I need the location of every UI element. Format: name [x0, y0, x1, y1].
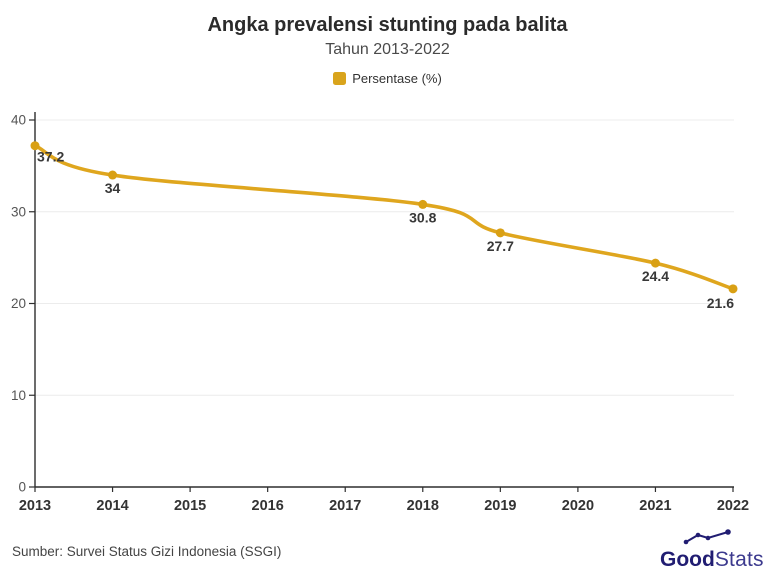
- data-point-label: 34: [105, 180, 121, 196]
- data-point-label: 21.6: [707, 295, 734, 311]
- chart-title: Angka prevalensi stunting pada balita: [207, 14, 568, 36]
- x-tick-label: 2021: [639, 498, 671, 514]
- line-chart: 0 10 20 30 40 2013 2014 2015 2016 2017 2018 2019 202…: [11, 112, 749, 514]
- data-point-label: 37.2: [37, 149, 64, 165]
- legend-label: Persentase (%): [352, 71, 442, 86]
- x-tick-label: 2018: [407, 498, 439, 514]
- data-point: [728, 284, 738, 294]
- data-point: [650, 258, 660, 268]
- x-tick-label: 2017: [329, 498, 361, 514]
- logo-text-good: Good: [660, 548, 715, 571]
- x-tick-label: 2015: [174, 498, 206, 514]
- source-note: Sumber: Survei Status Gizi Indonesia (SS…: [12, 544, 282, 559]
- y-tick-label: 30: [11, 204, 26, 219]
- x-tick-label: 2013: [19, 498, 51, 514]
- data-point: [495, 228, 505, 238]
- y-tick-label: 20: [11, 296, 26, 311]
- x-tick-label: 2016: [252, 498, 284, 514]
- trend-line-icon: [683, 529, 731, 545]
- chart-subtitle: Tahun 2013-2022: [325, 41, 450, 58]
- x-tick-label: 2022: [717, 498, 749, 514]
- y-tick-label: 10: [11, 388, 26, 403]
- logo-text: GoodStats: [660, 549, 764, 571]
- data-point: [108, 170, 118, 180]
- series-line: [33, 143, 735, 291]
- goodstats-logo: GoodStats: [660, 529, 764, 571]
- y-tick-label: 40: [11, 113, 26, 128]
- x-tick-label: 2019: [484, 498, 516, 514]
- x-tick-label: 2014: [96, 498, 128, 514]
- logo-text-stats: Stats: [714, 548, 764, 571]
- y-tick-label: 0: [18, 480, 26, 495]
- data-point: [418, 199, 428, 209]
- data-point-label: 24.4: [642, 268, 669, 284]
- data-point-label: 27.7: [487, 238, 514, 254]
- legend: Persentase (%): [0, 71, 775, 86]
- data-point: [30, 141, 40, 151]
- legend-swatch: [333, 72, 347, 85]
- data-point-label: 30.8: [409, 209, 436, 225]
- x-tick-label: 2020: [562, 498, 594, 514]
